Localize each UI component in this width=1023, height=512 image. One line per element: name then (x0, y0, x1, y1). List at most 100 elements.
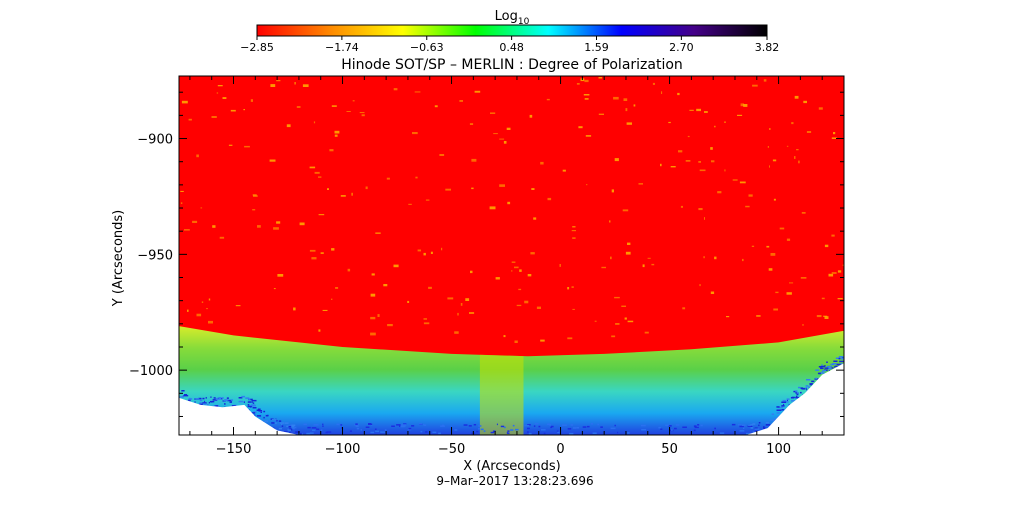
edge-speck (418, 423, 423, 425)
edge-speck (805, 387, 807, 389)
no-data-region (179, 363, 844, 435)
speckle (763, 79, 767, 82)
edge-speck (396, 424, 401, 426)
speckle (503, 335, 506, 338)
edge-speck (195, 398, 200, 400)
edge-speck (365, 426, 370, 428)
edge-speck (582, 426, 587, 428)
colorbar-tick-label: −2.85 (240, 41, 274, 54)
edge-speck (763, 426, 765, 428)
speckle (527, 274, 532, 277)
speckle (837, 270, 842, 273)
speckle (425, 199, 430, 201)
speckle (273, 227, 279, 230)
speckle (698, 161, 701, 163)
edge-speck (795, 395, 798, 398)
speckle (474, 90, 481, 93)
speckle (228, 144, 233, 146)
edge-speck (557, 431, 560, 434)
edge-speck (798, 386, 801, 389)
speckle (682, 307, 686, 310)
speckle (685, 160, 691, 162)
speckle (789, 282, 794, 284)
edge-speck (500, 425, 505, 428)
speckle (346, 111, 351, 112)
speckle (244, 145, 250, 148)
speckle (417, 249, 421, 252)
edge-speck (838, 356, 844, 358)
speckle (270, 84, 276, 87)
speckle (661, 91, 663, 94)
edge-speck (199, 399, 203, 402)
speckle (818, 107, 823, 110)
edge-speck (326, 431, 332, 433)
edge-speck (592, 432, 597, 434)
speckle (516, 304, 522, 307)
edge-speck (216, 398, 221, 400)
edge-speck (665, 424, 669, 427)
speckle (540, 339, 545, 342)
edge-speck (288, 426, 291, 428)
speckle (412, 132, 418, 135)
edge-speck (432, 431, 437, 434)
edge-speck (492, 430, 496, 432)
speckle (212, 225, 216, 228)
speckle (208, 298, 211, 301)
edge-speck (826, 366, 832, 368)
edge-speck (597, 423, 600, 426)
edge-speck (668, 425, 672, 427)
edge-speck (820, 365, 825, 368)
edge-speck (423, 423, 425, 426)
colorbar-tick-label: 3.82 (755, 41, 780, 54)
speckle (529, 114, 533, 118)
edge-speck (776, 409, 782, 411)
bright-column (479, 354, 524, 435)
speckle (572, 226, 576, 228)
edge-speck (356, 427, 360, 430)
edge-speck (694, 426, 699, 429)
speckle (201, 301, 204, 303)
speckle (687, 135, 690, 138)
speckle (334, 134, 338, 137)
edge-speck (836, 365, 840, 368)
edge-speck (824, 367, 829, 369)
edge-speck (512, 424, 515, 427)
edge-speck (380, 431, 383, 433)
speckle (710, 291, 715, 294)
edge-speck (250, 404, 256, 406)
speckle (546, 98, 550, 101)
edge-speck (527, 431, 529, 433)
speckle (329, 149, 334, 152)
speckle (188, 118, 192, 121)
edge-speck (743, 427, 745, 429)
speckle (837, 298, 843, 300)
speckle (471, 158, 477, 162)
speckle (459, 100, 463, 102)
edge-speck (524, 424, 530, 427)
edge-speck (811, 380, 815, 383)
speckle (370, 332, 376, 336)
edge-speck (202, 397, 205, 400)
speckle (768, 268, 773, 271)
speckle (698, 208, 703, 211)
speckle (644, 331, 649, 334)
edge-speck (294, 426, 297, 429)
edge-speck (184, 394, 187, 396)
edge-speck (271, 418, 277, 421)
edge-speck (567, 428, 572, 430)
edge-speck (247, 405, 252, 408)
edge-speck (820, 372, 825, 374)
edge-speck (782, 399, 787, 402)
speckle (383, 284, 388, 287)
edge-speck (478, 428, 481, 430)
speckle (335, 287, 339, 289)
speckle (769, 128, 771, 130)
speckle (642, 264, 645, 268)
edge-speck (800, 391, 802, 394)
edge-speck (355, 423, 358, 425)
speckle (714, 125, 716, 128)
speckle (638, 183, 643, 185)
edge-speck (774, 417, 779, 420)
speckle (507, 201, 511, 205)
edge-speck (264, 420, 268, 423)
